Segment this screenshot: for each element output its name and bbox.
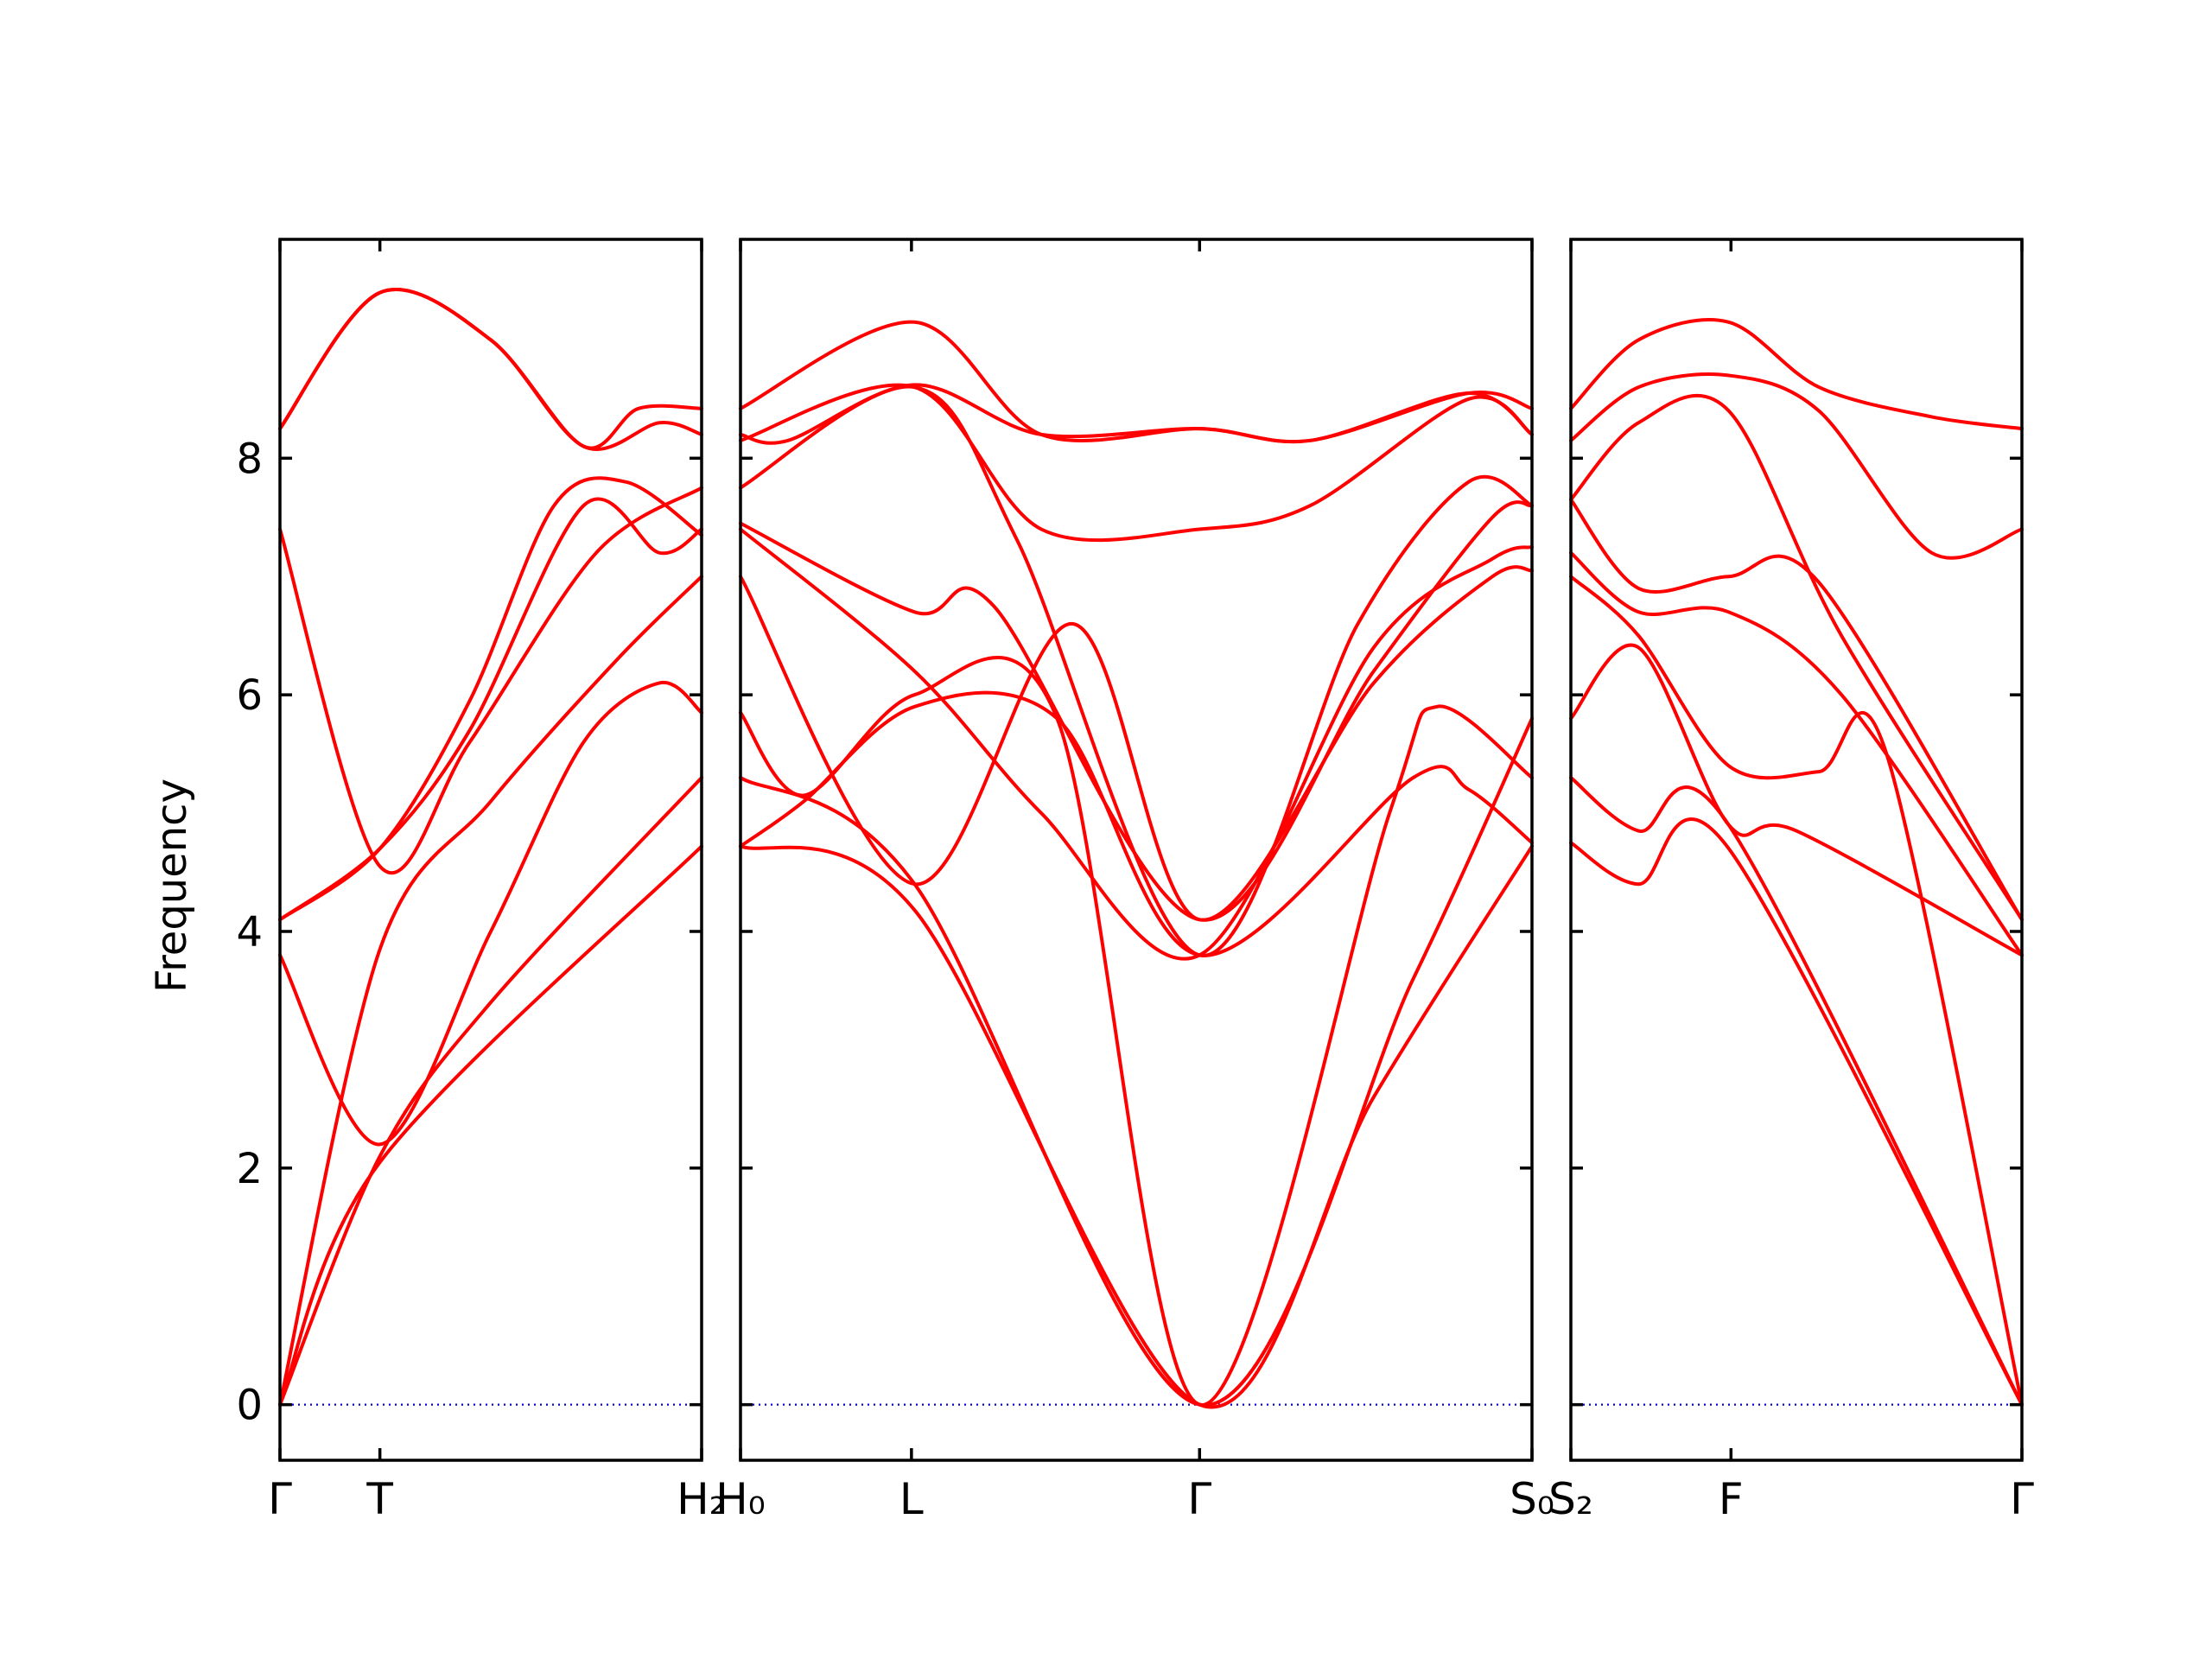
x-tick-label: S₀: [1510, 1474, 1554, 1524]
band-7: [1569, 393, 2024, 922]
x-tick-label: Γ: [1187, 1474, 1211, 1524]
band-9: [1569, 318, 2024, 431]
band-5: [278, 486, 703, 875]
band-6: [1569, 550, 2024, 957]
x-tick-label: Γ: [2010, 1474, 2034, 1524]
band-3: [739, 656, 1534, 1407]
band-9: [278, 287, 703, 450]
y-tick-label: 4: [236, 908, 263, 957]
band-8: [739, 385, 1534, 957]
x-tick-label: S₂: [1548, 1474, 1593, 1524]
y-axis-label: Frequency: [148, 779, 196, 993]
panel-3: S₂ F Γ: [1548, 238, 2034, 1524]
band-4: [739, 690, 1534, 957]
x-tick-label: L: [899, 1474, 924, 1524]
band-7: [739, 500, 1534, 922]
band-5: [1569, 498, 2024, 922]
x-tick-label: Γ: [268, 1474, 292, 1524]
panel-2: H₀ L Γ S₀: [715, 238, 1554, 1524]
y-tick-label: 2: [236, 1145, 263, 1193]
panel-frame: [739, 238, 1534, 1462]
band-1: [1569, 817, 2024, 1407]
x-tick-label: T: [365, 1474, 393, 1524]
band-3: [278, 680, 703, 1147]
x-tick-label: H₀: [715, 1474, 766, 1524]
x-tick-label: F: [1719, 1474, 1744, 1524]
band-7: [278, 476, 703, 922]
band-3: [1569, 643, 2024, 957]
band-8: [1569, 372, 2024, 560]
band-9: [739, 383, 1534, 543]
y-tick-label: 8: [236, 435, 263, 483]
y-tick-label: 6: [236, 671, 263, 720]
band-5: [739, 565, 1534, 922]
y-tick-label: 0: [236, 1382, 263, 1430]
panel-1: 0 2 4 6 8 Γ T H₂: [236, 238, 727, 1524]
panel-frame: [278, 238, 703, 1462]
band-8: [278, 287, 703, 451]
panel-frame: [1569, 238, 2024, 1462]
band-4: [1569, 575, 2024, 1407]
band-2: [278, 776, 703, 1407]
band-4: [278, 575, 703, 1407]
band-11: [739, 320, 1534, 444]
band-1: [278, 844, 703, 1407]
x-tick-label: H₂: [677, 1474, 727, 1524]
band-2: [1569, 776, 2024, 1407]
band-6: [739, 527, 1534, 961]
